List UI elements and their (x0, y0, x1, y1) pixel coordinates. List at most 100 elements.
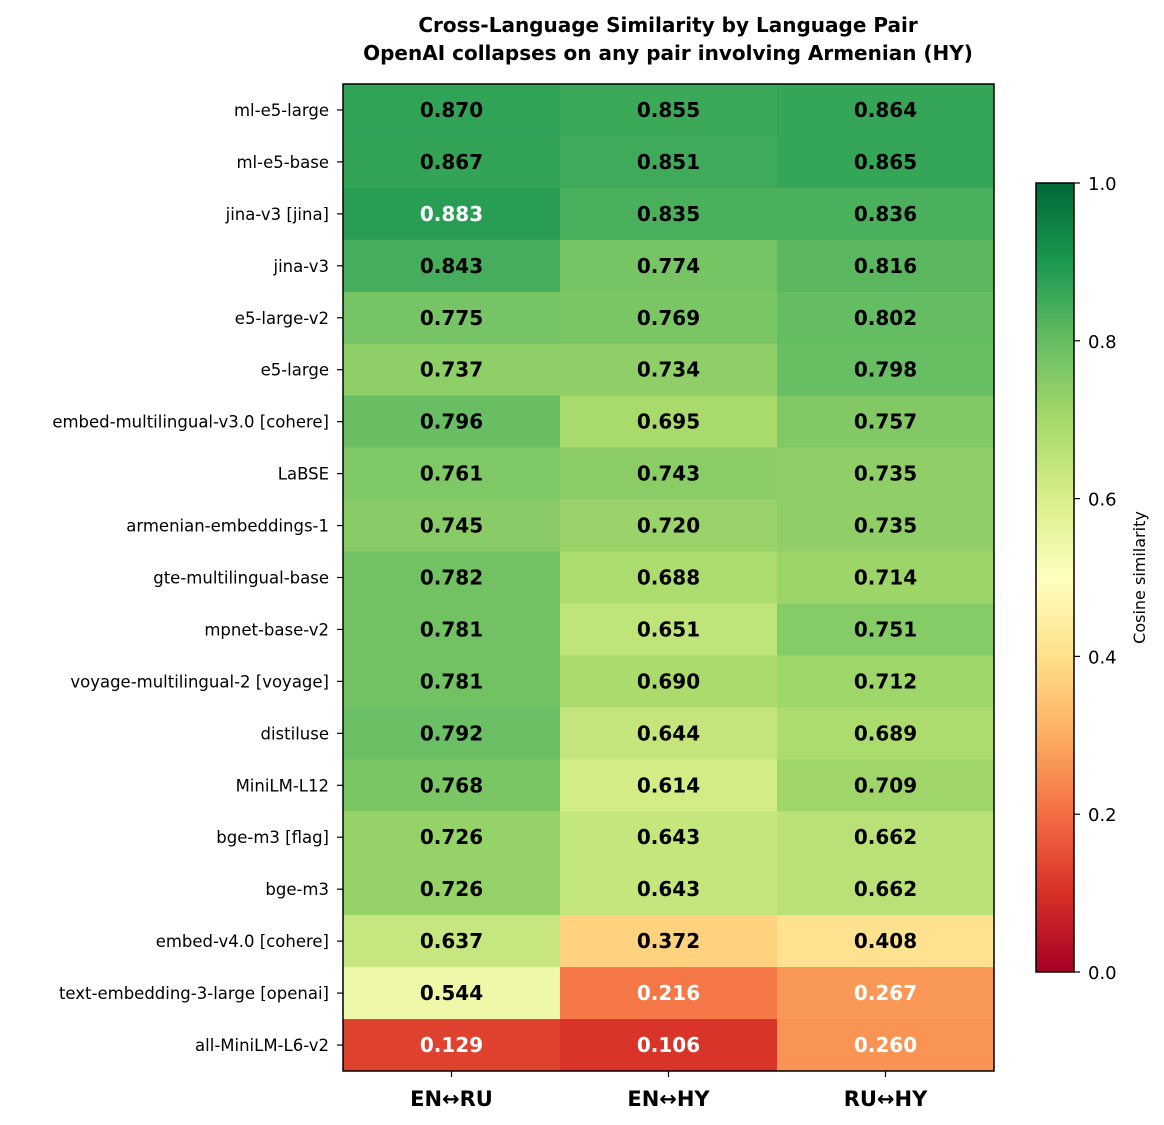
heatmap-cell (343, 499, 561, 553)
cell-value-label: 0.662 (854, 877, 917, 901)
heatmap-cell (560, 1019, 778, 1072)
heatmap-cell (777, 239, 995, 293)
y-tick-label: embed-multilingual-v3.0 [cohere] (52, 413, 329, 432)
heatmap-cell (560, 447, 778, 501)
heatmap-cell (777, 811, 995, 864)
heatmap-cell (343, 863, 561, 916)
y-tick-label: ml-e5-large (234, 101, 329, 120)
heatmap-cell (777, 135, 995, 189)
cell-value-label: 0.883 (420, 202, 483, 226)
heatmap-cell (560, 135, 778, 189)
cell-value-label: 0.106 (637, 1033, 700, 1057)
cell-value-label: 0.408 (854, 929, 917, 953)
cell-value-label: 0.864 (854, 98, 917, 122)
cell-value-label: 0.129 (420, 1033, 483, 1057)
heatmap-cell (560, 811, 778, 864)
heatmap-cell (343, 759, 561, 812)
cell-value-label: 0.726 (420, 877, 483, 901)
cell-value-label: 0.690 (637, 669, 700, 693)
heatmap-cell (777, 499, 995, 553)
y-tick-label: armenian-embeddings-1 (126, 517, 329, 536)
x-tick-label: EN↔HY (627, 1087, 710, 1111)
cell-value-label: 0.781 (420, 669, 483, 693)
heatmap-cell (777, 343, 995, 397)
y-tick-label: e5-large (261, 361, 329, 380)
y-tick-label: e5-large-v2 (235, 309, 329, 328)
cell-value-label: 0.637 (420, 929, 483, 953)
heatmap-cell (560, 863, 778, 916)
heatmap-cell (560, 84, 778, 137)
y-tick-label: voyage-multilingual-2 [voyage] (70, 672, 329, 691)
heatmap-cell (343, 915, 561, 968)
colorbar-tick-label: 0.0 (1088, 963, 1117, 984)
cell-value-label: 0.775 (420, 306, 483, 330)
x-tick-label: EN↔RU (410, 1087, 493, 1111)
heatmap-cell (560, 603, 778, 656)
cell-value-label: 0.614 (637, 773, 700, 797)
cell-value-label: 0.761 (420, 462, 483, 486)
heatmap-cell (560, 551, 778, 604)
y-tick-label: jina-v3 (272, 257, 329, 276)
y-tick-label: bge-m3 (265, 880, 329, 899)
heatmap-cell (343, 967, 561, 1020)
colorbar-tick-label: 0.6 (1088, 490, 1117, 511)
cell-value-label: 0.757 (854, 410, 917, 434)
colorbar-tick-label: 0.8 (1088, 332, 1117, 353)
cell-value-label: 0.867 (420, 150, 483, 174)
y-tick-label: embed-v4.0 [cohere] (156, 932, 329, 951)
cell-value-label: 0.743 (637, 462, 700, 486)
heatmap-cell (777, 447, 995, 501)
colorbar: 0.0 0.2 0.4 0.6 0.8 1.0 Cosine similarity (1035, 174, 1149, 984)
cell-value-label: 0.816 (854, 254, 917, 278)
cell-value-label: 0.544 (420, 981, 483, 1005)
cell-value-label: 0.688 (637, 566, 700, 590)
cell-value-label: 0.769 (637, 306, 700, 330)
cell-value-label: 0.726 (420, 825, 483, 849)
cell-value-label: 0.714 (854, 566, 917, 590)
cell-value-label: 0.792 (420, 721, 483, 745)
cell-value-label: 0.662 (854, 825, 917, 849)
colorbar-label: Cosine similarity (1130, 511, 1149, 644)
cell-value-label: 0.843 (420, 254, 483, 278)
heatmap-cell (343, 603, 561, 656)
y-tick-label: distiluse (261, 724, 330, 743)
colorbar-tick-label: 0.4 (1088, 647, 1117, 668)
cell-value-label: 0.695 (637, 410, 700, 434)
cell-value-label: 0.836 (854, 202, 917, 226)
cell-value-label: 0.768 (420, 773, 483, 797)
heatmap-cell (560, 395, 778, 449)
heatmap-cell (343, 655, 561, 708)
heatmap-cell (343, 291, 561, 345)
cell-value-label: 0.689 (854, 721, 917, 745)
heatmap-cell (560, 343, 778, 397)
heatmap-cell (343, 239, 561, 293)
heatmap-cell (777, 915, 995, 968)
heatmap-cell (343, 84, 561, 137)
chart-title: Cross-Language Similarity by Language Pa… (418, 13, 918, 37)
y-tick-label: gte-multilingual-base (153, 569, 329, 588)
cell-value-label: 0.835 (637, 202, 700, 226)
heatmap-cell (777, 863, 995, 916)
cell-value-label: 0.643 (637, 877, 700, 901)
y-tick-label: all-MiniLM-L6-v2 (195, 1036, 329, 1055)
heatmap-cell (777, 551, 995, 604)
cell-value-label: 0.751 (854, 617, 917, 641)
heatmap-cell (777, 759, 995, 812)
x-tick-label: RU↔HY (844, 1087, 928, 1111)
heatmap-cell (560, 759, 778, 812)
heatmap-cell (777, 291, 995, 345)
heatmap-cell (560, 187, 778, 241)
cell-value-label: 0.796 (420, 410, 483, 434)
heatmap-cells (343, 84, 995, 1072)
heatmap-cell (777, 187, 995, 241)
cell-value-label: 0.735 (854, 462, 917, 486)
cell-value-label: 0.712 (854, 669, 917, 693)
cell-value-label: 0.745 (420, 514, 483, 538)
cell-value-label: 0.720 (637, 514, 700, 538)
y-tick-label: MiniLM-L12 (236, 776, 329, 795)
cell-value-label: 0.651 (637, 617, 700, 641)
heatmap-cell (343, 343, 561, 397)
x-axis: EN↔RU EN↔HY RU↔HY (410, 1071, 928, 1111)
cell-value-label: 0.644 (637, 721, 700, 745)
heatmap-cell (343, 1019, 561, 1072)
